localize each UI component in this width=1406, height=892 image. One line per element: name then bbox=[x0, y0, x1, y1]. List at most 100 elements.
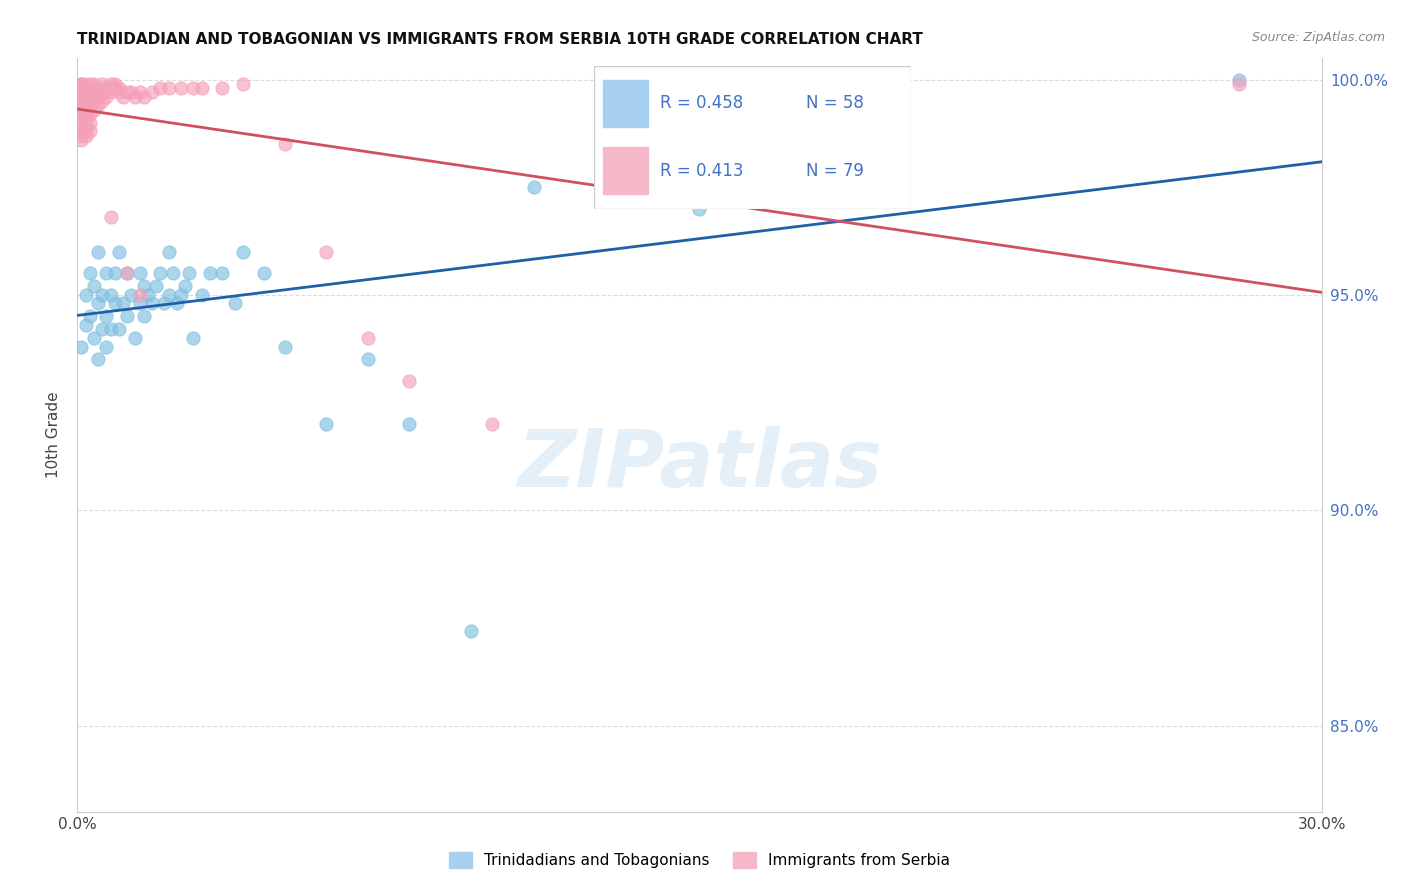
Point bbox=[115, 86, 138, 100]
Point bbox=[83, 103, 105, 117]
Point bbox=[70, 86, 93, 100]
Point bbox=[145, 279, 167, 293]
Point bbox=[91, 86, 114, 100]
Point bbox=[79, 81, 101, 95]
Text: ZIPatlas: ZIPatlas bbox=[517, 426, 882, 504]
Point bbox=[87, 244, 110, 259]
Point bbox=[191, 81, 214, 95]
Point bbox=[70, 98, 93, 112]
Y-axis label: 10th Grade: 10th Grade bbox=[46, 392, 62, 478]
Point bbox=[70, 115, 93, 129]
Point bbox=[91, 77, 114, 91]
Point bbox=[70, 128, 93, 143]
Point bbox=[70, 133, 93, 147]
Point bbox=[91, 288, 114, 302]
Point bbox=[75, 115, 97, 129]
Point bbox=[79, 86, 101, 100]
Point bbox=[87, 89, 110, 103]
Point bbox=[87, 296, 110, 310]
Point bbox=[96, 310, 118, 324]
Point bbox=[100, 77, 122, 91]
Point bbox=[79, 77, 101, 91]
Point bbox=[132, 310, 155, 324]
Point bbox=[75, 318, 97, 332]
Point bbox=[141, 296, 163, 310]
Point bbox=[70, 89, 93, 103]
Text: TRINIDADIAN AND TOBAGONIAN VS IMMIGRANTS FROM SERBIA 10TH GRADE CORRELATION CHAR: TRINIDADIAN AND TOBAGONIAN VS IMMIGRANTS… bbox=[77, 32, 924, 47]
Point bbox=[153, 296, 176, 310]
Point bbox=[481, 417, 503, 431]
Point bbox=[108, 244, 131, 259]
Legend: Trinidadians and Tobagonians, Immigrants from Serbia: Trinidadians and Tobagonians, Immigrants… bbox=[441, 845, 957, 876]
Point bbox=[108, 322, 131, 336]
Point bbox=[111, 296, 134, 310]
Point bbox=[111, 89, 134, 103]
Point bbox=[274, 137, 297, 152]
Point bbox=[75, 77, 97, 91]
Point bbox=[141, 86, 163, 100]
Point bbox=[75, 103, 97, 117]
Point bbox=[83, 279, 105, 293]
Point bbox=[315, 417, 337, 431]
Point bbox=[70, 77, 93, 91]
Point bbox=[124, 89, 146, 103]
Point bbox=[606, 124, 628, 138]
Point bbox=[75, 86, 97, 100]
Point bbox=[96, 340, 118, 354]
Point bbox=[87, 352, 110, 367]
Point bbox=[87, 98, 110, 112]
Point bbox=[357, 331, 380, 345]
Point bbox=[96, 266, 118, 280]
Point bbox=[100, 288, 122, 302]
Point bbox=[166, 296, 188, 310]
Point bbox=[132, 89, 155, 103]
Point bbox=[91, 322, 114, 336]
Point bbox=[157, 244, 180, 259]
Point bbox=[104, 266, 127, 280]
Point bbox=[104, 296, 127, 310]
Point bbox=[183, 81, 205, 95]
Point bbox=[108, 86, 131, 100]
Point bbox=[70, 94, 93, 108]
Point bbox=[128, 266, 150, 280]
Point bbox=[87, 81, 110, 95]
Point bbox=[132, 279, 155, 293]
Point bbox=[70, 124, 93, 138]
Point bbox=[398, 374, 420, 388]
Point bbox=[689, 202, 711, 216]
Point bbox=[253, 266, 276, 280]
Point bbox=[79, 124, 101, 138]
Point bbox=[183, 331, 205, 345]
Point bbox=[274, 340, 297, 354]
Point bbox=[136, 288, 159, 302]
Point bbox=[232, 77, 254, 91]
Point bbox=[70, 103, 93, 117]
Point bbox=[79, 115, 101, 129]
Point bbox=[232, 244, 254, 259]
Point bbox=[70, 112, 93, 126]
Point bbox=[100, 322, 122, 336]
Point bbox=[75, 81, 97, 95]
Point bbox=[398, 417, 420, 431]
Point bbox=[179, 266, 201, 280]
Point bbox=[157, 288, 180, 302]
Point bbox=[70, 89, 93, 103]
Point bbox=[128, 296, 150, 310]
Point bbox=[79, 266, 101, 280]
Point bbox=[115, 310, 138, 324]
Point bbox=[70, 340, 93, 354]
Point bbox=[523, 180, 546, 194]
Point bbox=[149, 81, 172, 95]
Point bbox=[91, 94, 114, 108]
Point bbox=[128, 86, 150, 100]
Point bbox=[170, 288, 193, 302]
Point bbox=[75, 107, 97, 121]
Point bbox=[149, 266, 172, 280]
Point bbox=[124, 331, 146, 345]
Point bbox=[75, 288, 97, 302]
Point bbox=[315, 244, 337, 259]
Point bbox=[75, 89, 97, 103]
Point bbox=[83, 86, 105, 100]
Point bbox=[79, 107, 101, 121]
Point bbox=[96, 89, 118, 103]
